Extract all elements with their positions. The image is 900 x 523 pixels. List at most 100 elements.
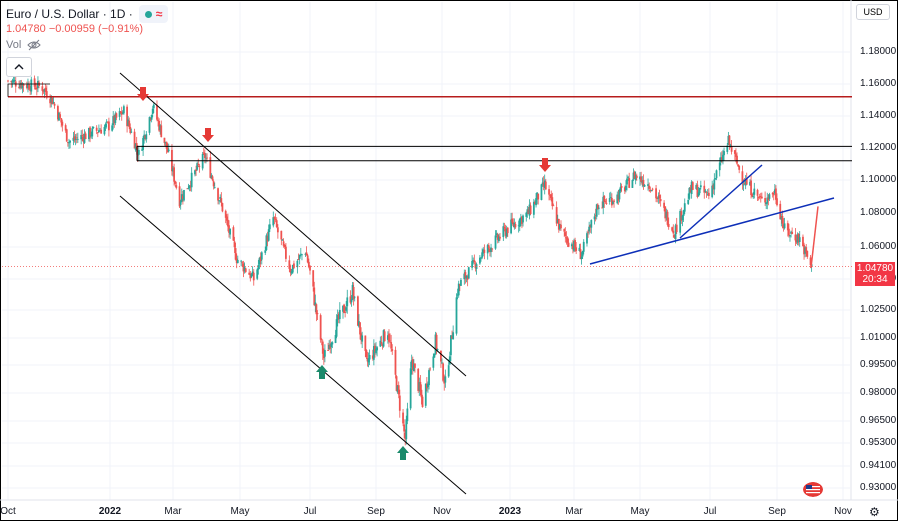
candle-body <box>91 128 94 137</box>
candle-body <box>738 166 741 170</box>
candle-body <box>183 190 185 201</box>
last-candle-rally <box>810 206 819 268</box>
candle-body <box>398 395 401 411</box>
candle-body <box>510 219 512 234</box>
candle-body <box>88 127 90 139</box>
collapse-legend-button[interactable] <box>6 57 32 77</box>
candle-body <box>128 120 131 128</box>
volume-legend[interactable]: Vol <box>6 39 42 51</box>
candle-body <box>504 228 507 236</box>
eye-off-icon[interactable] <box>27 39 42 51</box>
candle-body <box>156 105 158 120</box>
candle-body <box>137 149 140 155</box>
candle-body <box>626 178 628 185</box>
candle-body <box>152 104 155 109</box>
candle-body <box>178 186 181 207</box>
sell-arrow-2-icon <box>202 135 214 142</box>
candle-body <box>314 302 317 306</box>
candle-body <box>616 194 619 204</box>
legend-status-pill[interactable]: ≈ <box>138 5 169 23</box>
candle-body <box>631 180 634 188</box>
candle-body <box>198 165 201 167</box>
ohlc-readout: 1.04780 −0.00959 (−0.91%) <box>6 23 144 35</box>
candle-body <box>66 142 69 143</box>
green-dot-icon <box>144 10 152 18</box>
candle-body <box>718 162 721 171</box>
candle-body <box>540 184 543 200</box>
candle-body <box>224 210 227 218</box>
time-tick-label: May <box>630 506 650 517</box>
candle-body <box>428 370 430 386</box>
candle-body <box>597 207 600 209</box>
candle-body <box>18 86 20 88</box>
candle-body <box>37 80 39 89</box>
candle-body <box>165 141 168 149</box>
candle-body <box>790 231 792 234</box>
candle-body <box>42 89 45 92</box>
candle-body <box>711 185 714 198</box>
candle-body <box>68 142 70 144</box>
candle-body <box>395 376 398 391</box>
candle-body <box>58 112 60 121</box>
candle-body <box>380 341 383 344</box>
candle-body <box>250 274 253 278</box>
candle-body <box>647 184 649 186</box>
candle-body <box>776 198 778 206</box>
candle-body <box>65 129 68 142</box>
candle-body <box>414 363 416 368</box>
candle-body <box>107 121 110 131</box>
candle-body <box>443 381 446 384</box>
candle-body <box>75 137 78 139</box>
candle-body <box>251 271 254 276</box>
candle-body <box>525 212 528 217</box>
candle-body <box>632 172 635 180</box>
candle-body <box>643 184 646 187</box>
candle-body <box>604 201 607 202</box>
candle-body <box>550 194 553 199</box>
candle-body <box>505 229 508 237</box>
candle-body <box>730 146 733 152</box>
sell-arrow-1-icon-stem <box>140 87 146 94</box>
gear-icon[interactable]: ⚙ <box>869 505 880 519</box>
candle-body <box>421 396 424 407</box>
candle-body <box>160 125 163 138</box>
candle-body <box>337 313 340 319</box>
time-tick-label: Jul <box>303 506 317 517</box>
candle-body <box>410 360 413 368</box>
candle-body <box>434 334 437 354</box>
candle-body <box>127 119 130 126</box>
candle-body <box>142 137 145 150</box>
candle-body <box>111 125 114 131</box>
candle-body <box>448 356 451 365</box>
buy-arrow-1-icon <box>316 365 328 372</box>
candle-body <box>258 257 261 265</box>
candle-body <box>658 195 661 199</box>
candle-body <box>402 412 404 424</box>
candle-body <box>364 335 367 352</box>
candle-body <box>703 185 706 193</box>
price-tick-label: 0.96500 <box>860 415 897 426</box>
candle-body <box>406 408 409 422</box>
candle-body <box>274 219 277 220</box>
candle-body <box>260 252 263 260</box>
candle-body <box>335 319 338 337</box>
candle-body <box>489 248 491 253</box>
symbol-title[interactable]: Euro / U.S. Dollar · 1D · <box>6 7 133 21</box>
candle-body <box>586 233 588 244</box>
us-flag-icon[interactable] <box>803 482 823 497</box>
candle-body <box>578 247 581 251</box>
candle-body <box>683 203 686 212</box>
currency-button[interactable]: USD <box>856 4 890 20</box>
price-tick-label: 1.18000 <box>860 46 897 57</box>
time-tick-label: 2023 <box>498 506 522 517</box>
candle-body <box>353 296 356 298</box>
candle-body <box>240 260 243 262</box>
candle-body <box>243 267 246 272</box>
candle-body <box>442 363 445 381</box>
candle-body <box>766 197 769 204</box>
symbol-legend[interactable]: Euro / U.S. Dollar · 1D · ≈ <box>6 5 169 23</box>
candle-body <box>306 255 309 263</box>
candle-body <box>549 194 552 196</box>
candle-body <box>307 261 310 268</box>
